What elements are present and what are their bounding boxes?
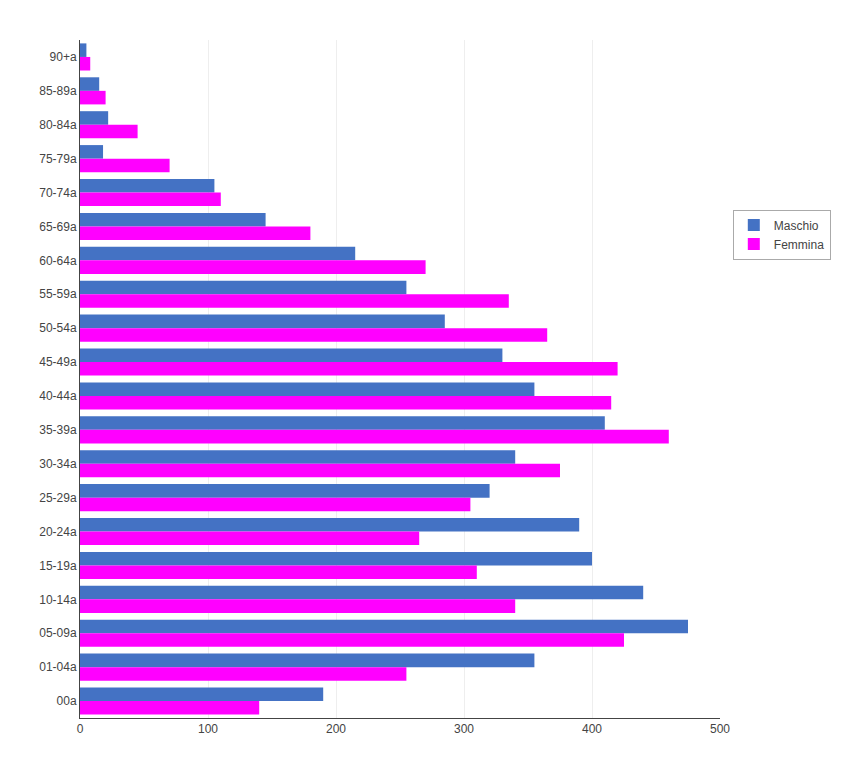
svg-text:45-49a: 45-49a [39,355,77,369]
svg-text:0: 0 [77,722,84,736]
svg-text:40-44a: 40-44a [39,389,77,403]
svg-text:85-89a: 85-89a [39,84,77,98]
svg-text:400: 400 [582,722,602,736]
svg-text:Maschio: Maschio [774,219,819,233]
svg-text:75-79a: 75-79a [39,152,77,166]
svg-text:30-34a: 30-34a [39,457,77,471]
svg-text:Femmina: Femmina [774,238,824,252]
svg-text:500: 500 [710,722,730,736]
svg-text:20-24a: 20-24a [39,525,77,539]
svg-text:05-09a: 05-09a [39,626,77,640]
svg-text:25-29a: 25-29a [39,491,77,505]
svg-text:55-59a: 55-59a [39,287,77,301]
svg-text:10-14a: 10-14a [39,593,77,607]
svg-text:60-64a: 60-64a [39,254,77,268]
svg-text:65-69a: 65-69a [39,220,77,234]
svg-text:200: 200 [326,722,346,736]
svg-text:300: 300 [454,722,474,736]
svg-text:50-54a: 50-54a [39,321,77,335]
svg-text:70-74a: 70-74a [39,186,77,200]
svg-text:90+a: 90+a [50,50,77,64]
svg-text:01-04a: 01-04a [39,660,77,674]
svg-text:100: 100 [198,722,218,736]
svg-text:15-19a: 15-19a [39,559,77,573]
svg-text:80-84a: 80-84a [39,118,77,132]
svg-text:00a: 00a [57,694,77,708]
svg-text:35-39a: 35-39a [39,423,77,437]
